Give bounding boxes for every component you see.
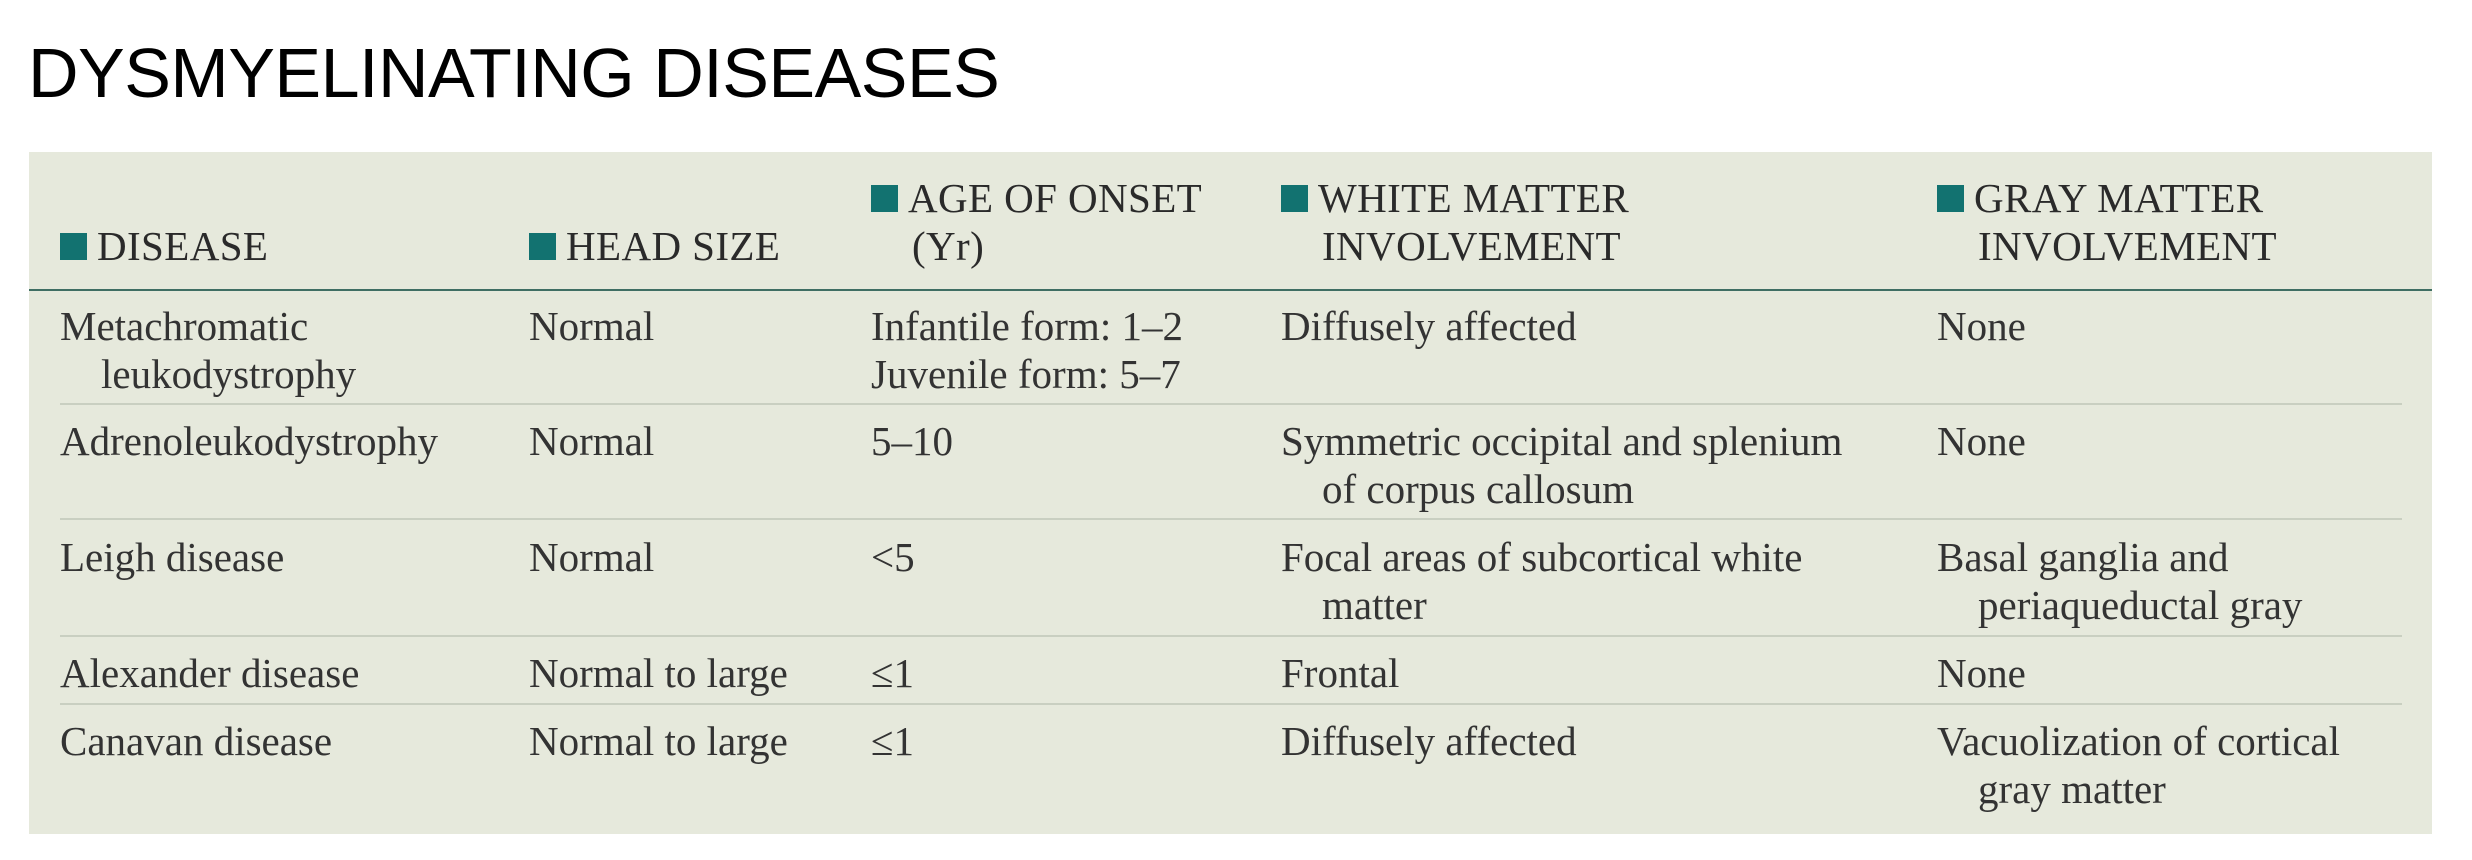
disease-table: DISEASE HEAD SIZE AGE OF ONSET (Yr) WHIT… (29, 152, 2432, 834)
cell-white-matter: Focal areas of subcortical white matter (1281, 534, 1803, 628)
column-header-label: GRAY MATTER (1974, 175, 2264, 221)
row-divider (60, 635, 2402, 637)
cell-white-matter: Frontal (1281, 650, 1400, 696)
cell-disease: Alexander disease (60, 650, 360, 696)
column-header-disease: DISEASE (60, 222, 268, 270)
cell-white-matter: Diffusely affected (1281, 303, 1577, 349)
teal-square-icon (1281, 185, 1308, 212)
teal-square-icon (871, 185, 898, 212)
column-header-label: WHITE MATTER (1318, 175, 1630, 221)
row-divider (60, 518, 2402, 520)
cell-head-size: Normal to large (529, 650, 788, 696)
cell-age-of-onset: <5 (871, 534, 915, 580)
column-header-sublabel: (Yr) (912, 223, 985, 269)
column-header-white-matter: WHITE MATTER INVOLVEMENT (1281, 174, 1629, 270)
cell-head-size: Normal to large (529, 718, 788, 764)
column-header-label: HEAD SIZE (566, 223, 781, 269)
column-header-sublabel: INVOLVEMENT (1322, 223, 1621, 269)
cell-gray-matter: Vacuolization of cortical gray matter (1937, 718, 2340, 812)
row-divider (60, 703, 2402, 705)
teal-square-icon (529, 233, 556, 260)
column-header-gray-matter: GRAY MATTER INVOLVEMENT (1937, 174, 2277, 270)
cell-white-matter: Symmetric occipital and splenium of corp… (1281, 418, 1843, 512)
cell-head-size: Normal (529, 303, 655, 349)
cell-age-of-onset: Infantile form: 1–2 Juvenile form: 5–7 (871, 303, 1183, 397)
column-header-head-size: HEAD SIZE (529, 222, 780, 270)
cell-gray-matter: None (1937, 418, 2026, 464)
cell-head-size: Normal (529, 418, 655, 464)
cell-white-matter: Diffusely affected (1281, 718, 1577, 764)
page-title: DYSMYELINATING DISEASES (28, 34, 1000, 112)
column-header-age-of-onset: AGE OF ONSET (Yr) (871, 174, 1202, 270)
cell-gray-matter: None (1937, 650, 2026, 696)
column-header-label: AGE OF ONSET (908, 175, 1203, 221)
header-divider (29, 289, 2432, 291)
teal-square-icon (1937, 185, 1964, 212)
cell-disease: Leigh disease (60, 534, 285, 580)
cell-gray-matter: None (1937, 303, 2026, 349)
cell-age-of-onset: 5–10 (871, 418, 953, 464)
column-header-sublabel: INVOLVEMENT (1978, 223, 2277, 269)
teal-square-icon (60, 233, 87, 260)
cell-disease: Canavan disease (60, 718, 333, 764)
cell-age-of-onset: ≤1 (871, 650, 915, 696)
column-header-label: DISEASE (97, 223, 269, 269)
cell-disease: Adrenoleukodystrophy (60, 418, 439, 464)
cell-gray-matter: Basal ganglia and periaqueductal gray (1937, 534, 2303, 628)
cell-disease: Metachromatic leukodystrophy (60, 303, 357, 397)
cell-head-size: Normal (529, 534, 655, 580)
row-divider (60, 403, 2402, 405)
cell-age-of-onset: ≤1 (871, 718, 915, 764)
